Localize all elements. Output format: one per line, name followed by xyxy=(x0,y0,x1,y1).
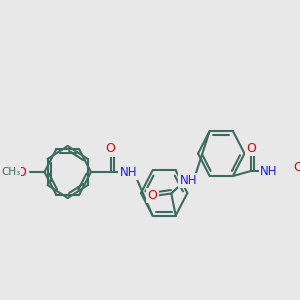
Text: O: O xyxy=(16,166,26,178)
Text: NH: NH xyxy=(179,174,197,187)
Text: NH: NH xyxy=(260,164,277,178)
Text: O: O xyxy=(106,142,116,155)
Text: O: O xyxy=(294,160,300,173)
Text: CH₃: CH₃ xyxy=(1,167,20,177)
Text: NH: NH xyxy=(120,166,137,178)
Text: O: O xyxy=(148,189,158,202)
Text: O: O xyxy=(246,142,256,154)
